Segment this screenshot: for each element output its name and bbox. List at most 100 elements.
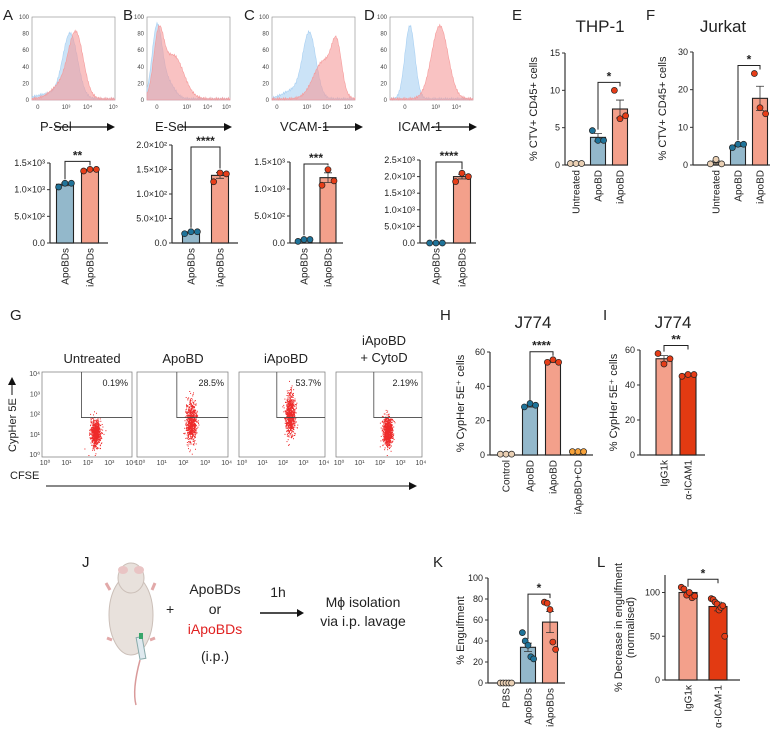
scatter-dot	[186, 418, 188, 420]
panel-label-i: I	[603, 307, 607, 324]
scatter-dot	[190, 415, 192, 417]
data-point	[318, 181, 326, 189]
category-label: iApoBDs	[216, 248, 227, 287]
scatter-dot	[98, 440, 99, 442]
diagram-or: or	[209, 601, 222, 617]
scatter-dot	[198, 422, 199, 424]
scatter-dot	[389, 423, 391, 425]
scatter-dot	[389, 416, 390, 417]
data-point	[300, 236, 308, 243]
scatter-dot	[100, 437, 102, 439]
scatter-dot	[292, 413, 294, 415]
gate	[176, 372, 228, 418]
scatter-dot	[393, 421, 395, 422]
scatter-dot	[184, 416, 186, 418]
scatter-dot	[188, 428, 190, 430]
scatter-dot	[94, 431, 96, 433]
flow-x-tick: 10⁰	[237, 459, 248, 467]
scatter-dot	[185, 424, 187, 426]
scatter-dot	[91, 427, 93, 429]
scatter-dot	[380, 427, 382, 429]
scatter-dot	[386, 432, 388, 434]
scatter-dot	[194, 412, 196, 413]
data-point	[569, 448, 576, 455]
data-point	[549, 638, 557, 646]
scatter-dot	[381, 421, 383, 423]
scatter-dot	[290, 405, 292, 407]
scatter-dot	[286, 415, 288, 417]
data-point	[600, 137, 607, 144]
data-point	[93, 166, 100, 173]
y-tick-label: 5.0×10²	[14, 211, 45, 221]
scatter-dot	[286, 441, 288, 443]
y-tick-label: 10	[550, 85, 560, 95]
scatter-dot	[98, 431, 100, 433]
scatter-dot	[191, 424, 193, 426]
scatter-dot	[95, 425, 97, 427]
scatter-dot	[388, 420, 390, 422]
scatter-dot	[284, 433, 286, 435]
scatter-dot	[88, 455, 90, 456]
scatter-dot	[290, 395, 292, 397]
scatter-dot	[284, 419, 286, 421]
scatter-dot	[289, 394, 291, 396]
y-tick-label: 1.5×10³	[254, 157, 285, 167]
scatter-dot	[287, 439, 289, 441]
scatter-dot	[191, 438, 193, 440]
scatter-dot	[91, 434, 93, 436]
scatter-dot	[289, 433, 291, 435]
scatter-dot	[286, 408, 288, 410]
scatter-dot	[390, 429, 392, 430]
scatter-dot	[193, 428, 195, 430]
significance-label: *	[537, 581, 542, 595]
scatter-dot	[188, 421, 190, 423]
scatter-dot	[288, 410, 290, 412]
scatter-dot	[383, 413, 385, 415]
scatter-dot	[192, 414, 194, 416]
scatter-dot	[193, 409, 195, 411]
scatter-dot	[385, 427, 386, 429]
significance-label: ****	[532, 339, 551, 353]
scatter-dot	[390, 422, 392, 424]
scatter-dot	[93, 423, 95, 425]
histogram-y-tick: 60	[22, 48, 29, 54]
scatter-dot	[385, 429, 387, 430]
scatter-dot	[97, 419, 99, 421]
scatter-dot	[389, 435, 391, 437]
scatter-dot	[286, 435, 288, 437]
scatter-dot	[389, 429, 391, 431]
scatter-dot	[189, 421, 191, 423]
scatter-dot	[93, 436, 94, 438]
scatter-dot	[382, 440, 384, 442]
scatter-dot	[392, 419, 394, 421]
scatter-dot	[384, 420, 386, 422]
scatter-dot	[195, 430, 197, 432]
scatter-dot	[98, 427, 100, 429]
scatter-dot	[95, 441, 97, 443]
scatter-dot	[196, 421, 198, 422]
scatter-dot	[388, 413, 390, 415]
scatter-dot	[293, 399, 295, 401]
data-point	[80, 167, 87, 175]
scatter-dot	[187, 423, 189, 425]
scatter-dot	[189, 438, 191, 439]
marker-arrowhead	[469, 123, 477, 131]
scatter-dot	[97, 430, 99, 432]
scatter-dot	[391, 421, 393, 423]
data-point	[685, 589, 693, 596]
scatter-dot	[188, 408, 190, 410]
scatter-dot	[384, 449, 386, 451]
scatter-dot	[387, 410, 389, 412]
scatter-dot	[100, 435, 101, 437]
scatter-dot	[195, 428, 197, 430]
scatter-dot	[388, 427, 390, 429]
scatter-dot	[386, 455, 388, 456]
histogram-y-tick: 40	[137, 65, 144, 71]
significance-bracket	[64, 160, 91, 180]
category-label: ApoBD	[734, 170, 745, 202]
scatter-dot	[286, 416, 288, 418]
scatter-dot	[185, 397, 187, 398]
scatter-dot	[293, 410, 295, 412]
scatter-dot	[291, 424, 293, 426]
scatter-dot	[294, 411, 296, 413]
